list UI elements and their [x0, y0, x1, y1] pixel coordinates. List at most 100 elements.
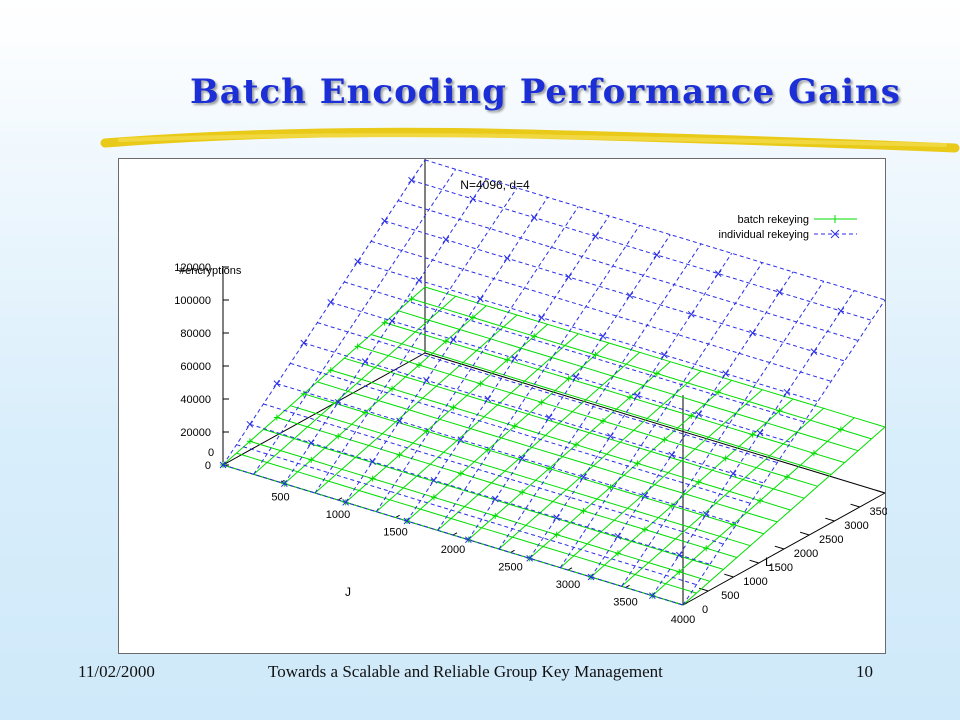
surface-line-J [467, 234, 671, 540]
surface-point [626, 292, 634, 299]
chart-frame: N=4096, d=4 batch rekeying individual re… [118, 158, 887, 654]
x-tick-label: 1500 [383, 527, 407, 539]
surface-line-J [590, 271, 794, 578]
surface-point [626, 394, 633, 401]
surface-line-J [437, 225, 641, 531]
surface-point [676, 568, 683, 575]
z-tick-label: 20000 [180, 427, 211, 439]
surface-line-J [559, 389, 763, 569]
surface-line-J [375, 333, 579, 513]
surface-point [722, 455, 729, 462]
surface-line-L [290, 362, 751, 504]
chart-plot: N=4096, d=4 batch rekeying individual re… [174, 159, 887, 626]
y-tick-mark [698, 587, 709, 592]
surface-point [565, 375, 572, 382]
y-tick-mark [774, 545, 785, 550]
x-tick-mark [625, 584, 630, 588]
page-number: 10 [856, 662, 873, 681]
z-tick-label: 80000 [180, 328, 211, 340]
y-tick-mark [850, 503, 860, 508]
surface-point [334, 398, 342, 406]
surface-point [607, 484, 614, 491]
surface-point [492, 512, 499, 519]
surface-point [653, 251, 661, 259]
surface-line-J [253, 169, 457, 475]
surface-point [396, 417, 403, 425]
surface-line-J [283, 178, 487, 484]
surface-point [519, 489, 526, 496]
surface-line-L [222, 464, 684, 606]
surface-point [464, 536, 472, 544]
surface-line-J [437, 351, 641, 531]
surface-line-L [370, 240, 832, 382]
surface-line-L [357, 261, 818, 403]
surface-line-L [397, 310, 859, 452]
surface-line-J [529, 253, 733, 559]
surface-point [810, 450, 817, 457]
surface-point [587, 573, 595, 581]
surface-line-J [651, 290, 855, 596]
surface-line-L [249, 440, 711, 582]
surface-point [504, 356, 511, 363]
y-tick-label: 500 [721, 590, 739, 602]
surface-line-L [317, 381, 778, 523]
base-edge-2 [424, 352, 886, 494]
surface-point [415, 276, 423, 284]
surface-line-L [317, 322, 778, 464]
x-tick-label: 500 [271, 492, 289, 504]
surface-point [361, 358, 369, 366]
surface-point [641, 492, 649, 500]
surface-point [442, 236, 450, 243]
footer-title: Towards a Scalable and Reliable Group Ke… [268, 662, 663, 681]
surface-point [757, 497, 764, 504]
y-tick-mark [825, 517, 835, 522]
surface-line-L [344, 357, 805, 499]
surface-point [553, 514, 560, 522]
z-tick-label: 120000 [174, 262, 211, 274]
surface-line-L [303, 342, 764, 484]
surface-point [538, 314, 546, 321]
surface-point [553, 531, 560, 538]
surface-point [430, 494, 437, 501]
tick-labels: 0200004000060000800001000001200000500100… [174, 262, 887, 626]
surface-point [600, 418, 606, 424]
surface-point [837, 307, 845, 315]
surface-point [661, 436, 668, 443]
surface-point [327, 367, 334, 374]
surface-line-L [236, 444, 697, 586]
surface-point [714, 270, 722, 277]
surface-point [354, 258, 362, 265]
footer-date: 11/02/2000 [78, 662, 155, 681]
surface-point [457, 470, 464, 477]
surface-point [484, 395, 492, 403]
surface-point [354, 343, 361, 350]
surface-line-J [651, 417, 855, 597]
x-tick-label: 0 [208, 447, 214, 459]
surface-line-L [424, 286, 886, 428]
surface-point [280, 480, 288, 488]
surface-point [389, 385, 396, 392]
z-axis-label: #encryptions [179, 265, 242, 277]
y-tick-mark [799, 531, 810, 536]
surface-line-L [384, 220, 845, 362]
x-tick-label: 2000 [441, 544, 465, 556]
surface-point [545, 414, 553, 422]
surface-point [300, 339, 308, 347]
surface-point [675, 551, 683, 559]
surface-point [648, 592, 656, 600]
surface-point [503, 254, 511, 262]
surface-line-L [276, 417, 738, 558]
surface-line-L [276, 383, 738, 525]
surface-line-J [283, 305, 487, 485]
surface-point [450, 336, 457, 343]
x-tick-mark [452, 532, 458, 536]
surface-point [687, 310, 695, 318]
surface-point [396, 451, 403, 458]
surface-point [634, 460, 641, 467]
surface-point [327, 298, 335, 306]
y-tick-mark [724, 573, 734, 578]
surface-line-J [559, 262, 763, 568]
surface-line-L [263, 403, 724, 545]
surface-point [599, 332, 607, 340]
z-tick-label: 0 [205, 460, 211, 472]
